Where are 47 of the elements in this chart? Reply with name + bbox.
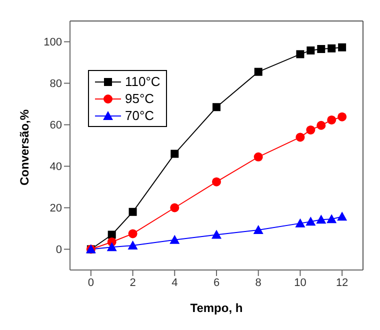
legend-label: 70°C: [125, 107, 154, 124]
point: [306, 216, 316, 226]
y-tick-label: 80: [50, 78, 62, 90]
point: [326, 214, 337, 224]
point: [337, 212, 348, 221]
point: [328, 44, 336, 52]
point: [296, 132, 305, 142]
x-axis-title: Tempo, h: [190, 301, 243, 315]
point: [212, 230, 222, 239]
x-tick-label: 12: [336, 276, 348, 289]
point: [316, 120, 326, 130]
point: [212, 177, 221, 186]
point: [306, 125, 316, 134]
y-tick-label: 100: [44, 36, 62, 49]
x-tick-label: 6: [213, 276, 220, 289]
y-tick-label: 0: [56, 244, 62, 256]
legend-label: 110°C: [125, 73, 160, 90]
y-axis-title: Conversão,%: [17, 109, 32, 186]
point: [170, 203, 180, 212]
legend-label: 95°C: [125, 90, 154, 107]
point: [316, 214, 326, 224]
point: [128, 240, 138, 250]
point: [254, 68, 262, 76]
point: [170, 234, 180, 244]
point: [338, 43, 346, 52]
point: [306, 46, 315, 54]
y-tick-label: 60: [50, 120, 62, 132]
point: [108, 230, 116, 239]
point: [317, 45, 326, 54]
x-tick-label: 10: [294, 276, 306, 289]
x-tick-label: 0: [88, 276, 94, 289]
point: [128, 208, 137, 216]
point: [212, 103, 220, 112]
x-tick-label: 2: [130, 276, 136, 289]
point: [253, 224, 264, 234]
x-tick-label: 8: [255, 276, 262, 289]
point: [295, 218, 306, 228]
y-tick-label: 20: [50, 202, 62, 215]
x-tick-label: 4: [172, 276, 178, 289]
point: [296, 50, 304, 58]
y-tick-label: 40: [50, 161, 62, 174]
point: [338, 112, 347, 122]
point: [254, 152, 263, 162]
point: [170, 150, 179, 158]
point: [106, 242, 117, 252]
point: [128, 229, 138, 238]
point: [327, 115, 336, 124]
